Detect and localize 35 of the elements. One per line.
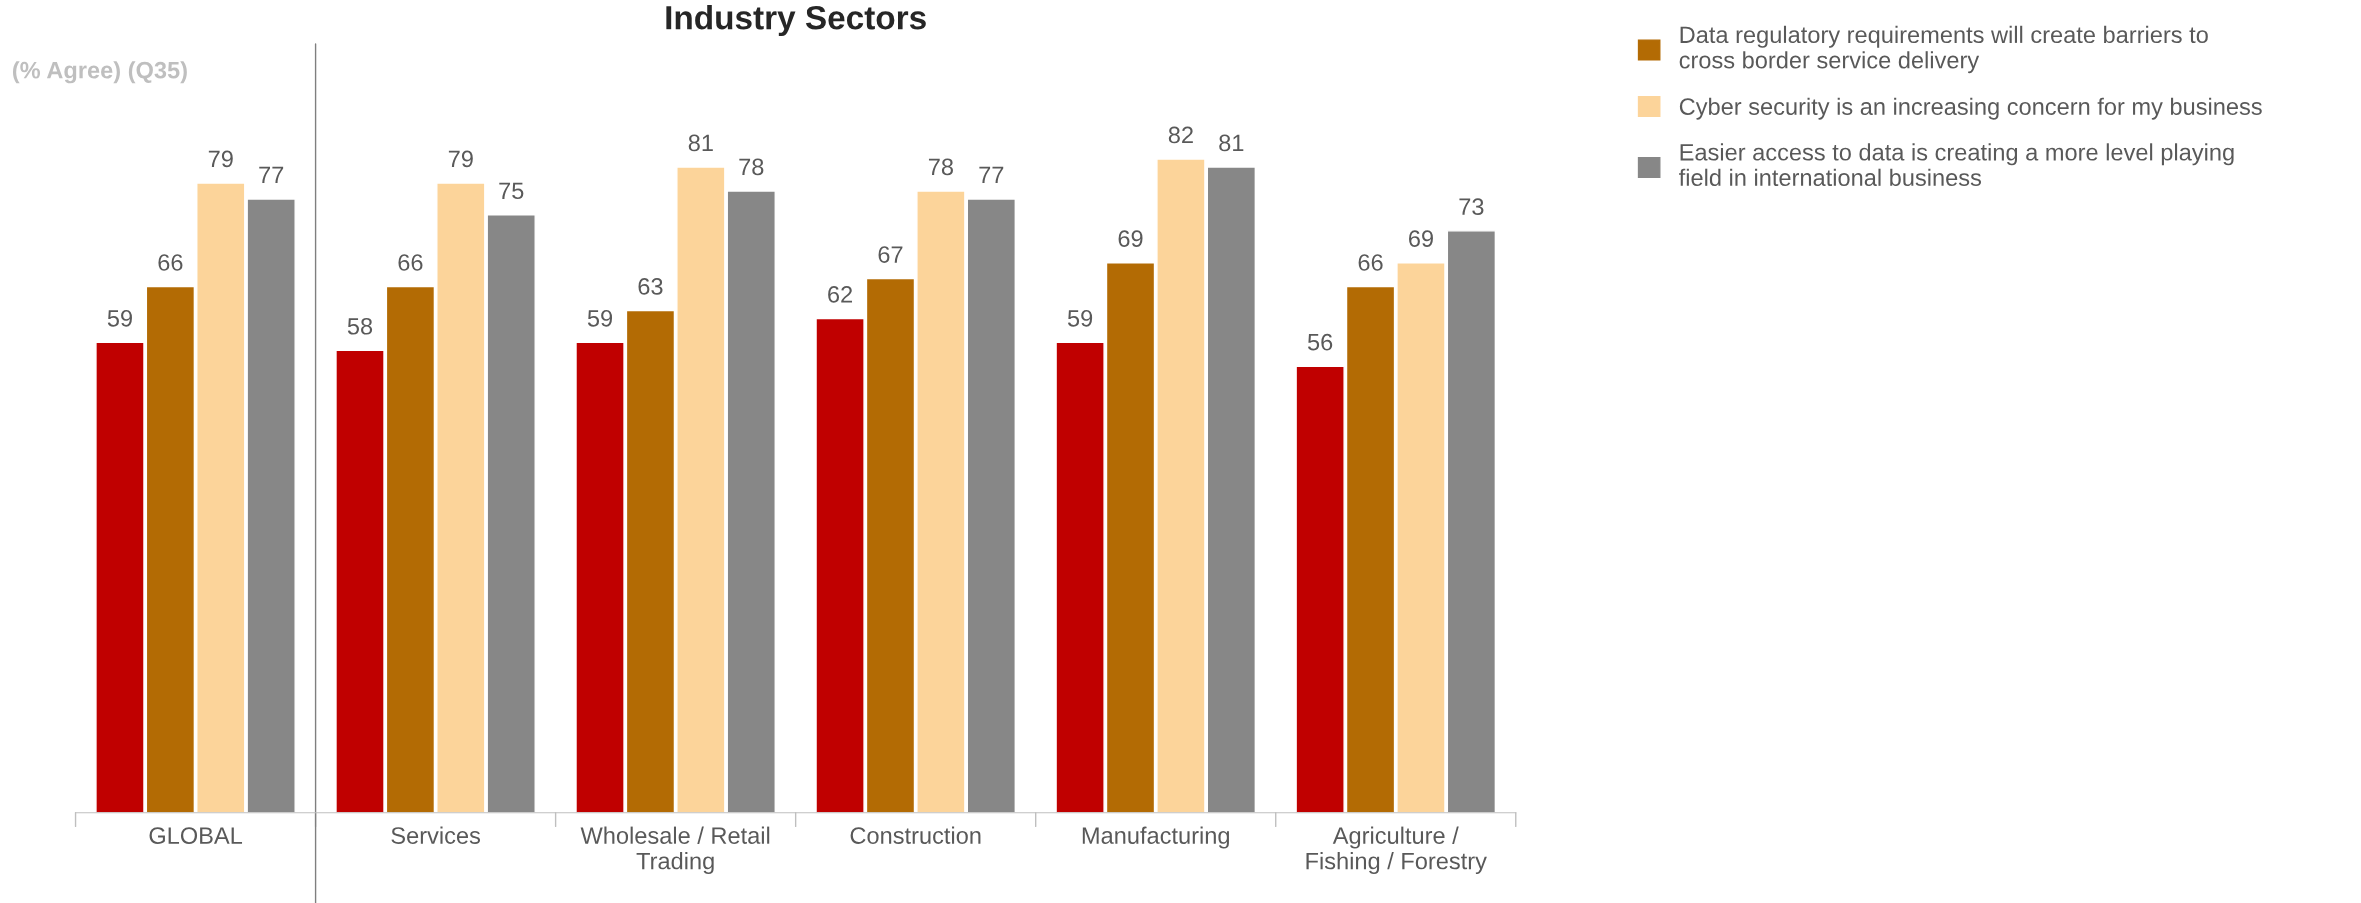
text: (% Agree) (Q35) [12, 61, 187, 84]
x-tick-label: Manufacturing [1082, 826, 1230, 849]
data-label: 79 [208, 150, 233, 168]
x-tick-label: Agriculture / Fishing / Forestry [1306, 826, 1487, 875]
legend-label: Easier access to data is creating a more level playing field in international business [1679, 143, 2234, 187]
data-label: 67 [878, 246, 903, 263]
x-tick-label: Services [391, 826, 481, 844]
data-label: 66 [398, 254, 423, 271]
x-tick-label: Construction [850, 826, 981, 844]
data-label: 59 [587, 309, 613, 327]
data-label: 58 [347, 317, 373, 335]
chart-title: Industry Sectors [666, 5, 926, 37]
data-label: 69 [1409, 230, 1433, 247]
data-label: 77 [979, 166, 1004, 183]
data-label: 82 [1168, 126, 1193, 144]
data-label: 77 [259, 166, 284, 183]
x-tick-label: GLOBAL [149, 827, 243, 844]
data-label: 69 [1118, 230, 1143, 247]
data-label: 81 [688, 134, 713, 152]
x-tick-label: Wholesale / Retail Trading [580, 826, 770, 875]
data-label: 59 [1067, 309, 1093, 327]
data-label: 56 [1307, 333, 1333, 351]
data-label: 63 [638, 278, 663, 295]
data-label: 66 [158, 254, 183, 271]
data-label: 78 [739, 158, 764, 176]
data-label: 79 [448, 150, 473, 168]
legend-label: Data regulatory requirements will create barriers to cross border service delivery [1679, 25, 2208, 74]
data-label: 73 [1459, 198, 1484, 216]
data-label: 66 [1358, 254, 1383, 271]
legend-label: Cyber security is an increasing concern for my business [1679, 97, 2262, 120]
data-label: 59 [107, 309, 132, 327]
data-label: 75 [499, 182, 524, 200]
data-label: 81 [1219, 134, 1244, 152]
data-label: 78 [928, 158, 953, 176]
data-label: 62 [828, 286, 853, 303]
